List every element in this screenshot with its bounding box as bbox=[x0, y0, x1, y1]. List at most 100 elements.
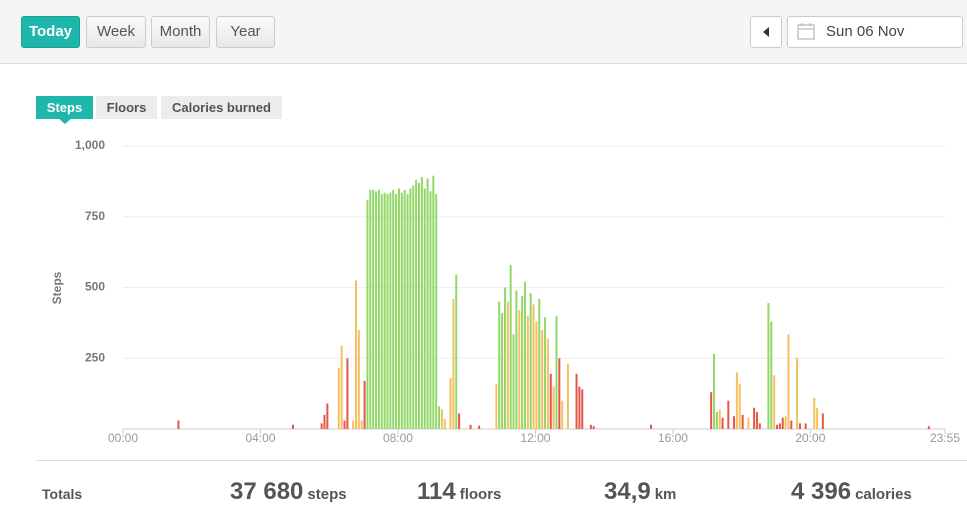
bar bbox=[721, 417, 724, 429]
y-tick-label: 1,000 bbox=[75, 138, 105, 152]
bar bbox=[538, 298, 541, 429]
bar bbox=[741, 414, 744, 429]
total-unit: km bbox=[654, 486, 677, 503]
bar bbox=[778, 423, 781, 429]
bar bbox=[420, 177, 423, 429]
y-tick-label: 500 bbox=[85, 280, 105, 294]
metric-tab[interactable]: Steps bbox=[36, 96, 93, 119]
chart: Steps 250 500 750 1,000 00:00 04:00 08:00 12:00… bbox=[50, 138, 960, 445]
bar bbox=[512, 334, 515, 429]
bar bbox=[495, 383, 498, 429]
bar bbox=[546, 338, 549, 429]
bar bbox=[443, 419, 446, 429]
total-unit: floors bbox=[459, 486, 502, 503]
bar bbox=[377, 189, 380, 429]
bar bbox=[578, 386, 581, 429]
bar bbox=[343, 420, 346, 429]
bar bbox=[435, 194, 438, 429]
period-tab[interactable]: Month bbox=[151, 16, 210, 48]
bar bbox=[927, 426, 930, 429]
bar bbox=[589, 424, 592, 429]
tab-pointer bbox=[58, 118, 72, 124]
total-item: 37 680 steps bbox=[230, 478, 347, 506]
bar bbox=[412, 185, 415, 429]
bar bbox=[796, 358, 799, 429]
bar bbox=[535, 321, 538, 429]
bar bbox=[718, 409, 721, 429]
bar bbox=[561, 400, 564, 429]
bar bbox=[506, 301, 509, 429]
total-unit: calories bbox=[855, 486, 912, 503]
bar bbox=[581, 389, 584, 429]
bar bbox=[816, 407, 819, 429]
bar bbox=[758, 423, 761, 429]
bar bbox=[555, 315, 558, 429]
x-tick-label: 16:00 bbox=[658, 431, 688, 445]
bar bbox=[526, 315, 529, 429]
bar bbox=[787, 334, 790, 429]
bar bbox=[423, 188, 426, 429]
bar bbox=[747, 417, 750, 429]
bar bbox=[346, 358, 349, 429]
bar bbox=[291, 424, 294, 429]
bar bbox=[727, 400, 730, 429]
bar bbox=[352, 420, 355, 429]
bar bbox=[363, 380, 366, 429]
bar bbox=[400, 192, 403, 429]
date-picker[interactable]: Sun 06 Nov bbox=[787, 16, 963, 48]
total-value: 34,9 bbox=[604, 478, 651, 505]
bar bbox=[503, 287, 506, 429]
bar bbox=[415, 179, 418, 429]
x-tick-label: 00:00 bbox=[108, 431, 138, 445]
bar bbox=[544, 317, 547, 429]
metric-tab[interactable]: Calories burned bbox=[161, 96, 282, 119]
bar bbox=[592, 426, 595, 429]
bar bbox=[755, 412, 758, 429]
bar bbox=[498, 301, 501, 429]
bar bbox=[532, 304, 535, 429]
bar bbox=[773, 375, 776, 429]
bar bbox=[767, 303, 770, 429]
period-tab[interactable]: Today bbox=[21, 16, 80, 48]
total-value: 4 396 bbox=[791, 478, 852, 505]
period-tab[interactable]: Week bbox=[86, 16, 146, 48]
y-tick-label: 250 bbox=[85, 350, 105, 364]
bar bbox=[781, 417, 784, 429]
bar bbox=[776, 424, 779, 429]
bar bbox=[418, 182, 421, 429]
bar bbox=[360, 420, 363, 429]
bar bbox=[521, 295, 524, 429]
x-tick-label: 20:00 bbox=[795, 431, 825, 445]
y-axis-title: Steps bbox=[50, 271, 64, 304]
bar bbox=[549, 373, 552, 429]
period-tab[interactable]: Year bbox=[216, 16, 275, 48]
bar bbox=[566, 363, 569, 429]
bar bbox=[518, 310, 521, 429]
bar bbox=[575, 373, 578, 429]
bar bbox=[397, 188, 400, 429]
total-item: 34,9 km bbox=[604, 478, 676, 506]
bar bbox=[380, 194, 383, 429]
bar bbox=[735, 372, 738, 429]
bar bbox=[478, 425, 481, 429]
bar bbox=[403, 189, 406, 429]
metric-tab[interactable]: Floors bbox=[96, 96, 157, 119]
bar bbox=[386, 194, 389, 429]
bar bbox=[541, 329, 544, 429]
bar bbox=[798, 423, 801, 429]
total-item: 4 396 calories bbox=[791, 478, 912, 506]
bar bbox=[821, 413, 824, 429]
y-tick-label: 750 bbox=[85, 209, 105, 223]
prev-button[interactable] bbox=[750, 16, 782, 48]
total-unit: steps bbox=[307, 486, 347, 503]
bar bbox=[455, 274, 458, 429]
bar bbox=[449, 378, 452, 429]
bar bbox=[366, 199, 369, 429]
bar bbox=[354, 280, 357, 429]
bar bbox=[337, 368, 340, 429]
bar bbox=[438, 406, 441, 429]
bar bbox=[395, 194, 398, 429]
bar bbox=[515, 290, 518, 429]
bar bbox=[426, 178, 429, 429]
bar bbox=[529, 293, 532, 429]
